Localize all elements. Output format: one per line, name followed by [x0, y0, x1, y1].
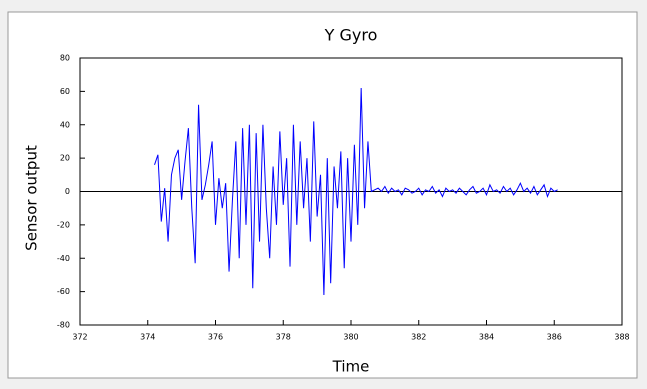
x-tick-label: 378	[276, 333, 291, 342]
x-tick-label: 384	[479, 333, 494, 342]
y-axis-label: Sensor output	[23, 145, 41, 251]
y-tick-label: 80	[60, 54, 70, 63]
y-tick-label: -40	[57, 254, 70, 263]
y-tick-label: 0	[65, 187, 70, 196]
y-tick-label: 40	[60, 120, 70, 129]
x-tick-label: 376	[208, 333, 223, 342]
x-tick-label: 382	[411, 333, 426, 342]
x-axis-label: Time	[332, 358, 370, 376]
y-tick-label: -80	[57, 321, 70, 330]
x-tick-label: 380	[343, 333, 358, 342]
y-tick-label: -20	[57, 220, 70, 229]
data-line	[154, 88, 558, 295]
x-tick-label: 386	[547, 333, 562, 342]
y-tick-label: 60	[60, 87, 70, 96]
x-tick-label: 374	[140, 333, 155, 342]
chart-title: Y Gyro	[324, 26, 378, 45]
y-tick-label: -60	[57, 287, 70, 296]
x-tick-label: 372	[72, 333, 87, 342]
x-tick-label: 388	[614, 333, 629, 342]
y-tick-label: 20	[60, 154, 70, 163]
panel	[7, 11, 638, 379]
